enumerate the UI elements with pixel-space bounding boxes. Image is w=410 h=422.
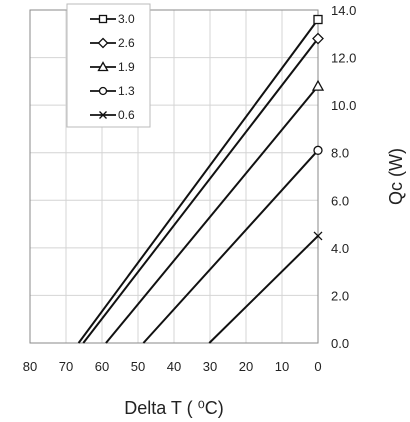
x-tick-labels: 80 70 60 50 40 30 20 10 0 xyxy=(23,359,322,374)
series-3.0 xyxy=(77,14,323,344)
legend-label: 3.0 xyxy=(118,12,135,26)
x-tick-label: 70 xyxy=(59,359,73,374)
x-tick-label: 10 xyxy=(275,359,289,374)
y-tick-label: 8.0 xyxy=(331,146,349,161)
x-tick-label: 30 xyxy=(203,359,217,374)
series-line xyxy=(82,37,319,344)
triangle-marker xyxy=(311,79,325,91)
series-1.3 xyxy=(142,145,323,344)
legend-label: 2.6 xyxy=(118,36,135,50)
series-layer xyxy=(77,14,325,344)
square-marker xyxy=(313,14,323,25)
x-tick-label: 0 xyxy=(314,359,321,374)
x-tick-label: 50 xyxy=(131,359,145,374)
y-tick-label: 4.0 xyxy=(331,241,349,256)
x-tick-label: 80 xyxy=(23,359,37,374)
x-marker xyxy=(313,231,323,241)
series-line xyxy=(105,85,319,344)
legend-item: 2.6 xyxy=(90,36,135,50)
y-tick-label: 12.0 xyxy=(331,51,356,66)
y-tick-label: 14.0 xyxy=(331,3,356,18)
y-tick-label: 10.0 xyxy=(331,98,356,113)
series-2.6 xyxy=(82,32,324,344)
series-line xyxy=(208,235,319,344)
legend-label: 1.9 xyxy=(118,60,135,74)
y-tick-label: 2.0 xyxy=(331,288,349,303)
circle-marker xyxy=(313,145,323,155)
legend-item: 1.9 xyxy=(90,60,135,74)
y-tick-labels: 0.0 2.0 4.0 6.0 8.0 10.0 12.0 14.0 xyxy=(331,3,356,351)
y-tick-label: 6.0 xyxy=(331,193,349,208)
x-axis-title: Delta T ( ⁰C) xyxy=(124,398,224,418)
series-0.6 xyxy=(208,231,323,344)
plot-frame xyxy=(29,9,319,344)
legend: 3.0 2.6 1.9 1.3 0.6 xyxy=(66,3,151,128)
legend-item: 0.6 xyxy=(90,108,135,122)
legend-label: 0.6 xyxy=(118,108,135,122)
x-tick-label: 20 xyxy=(239,359,253,374)
y-axis-title: Qc (W) xyxy=(386,148,406,205)
diamond-marker xyxy=(97,37,109,49)
x-marker xyxy=(99,111,107,119)
y-tick-label: 0.0 xyxy=(331,336,349,351)
series-1.9 xyxy=(105,79,325,344)
triangle-marker xyxy=(97,61,109,72)
circle-marker xyxy=(98,86,108,96)
x-tick-label: 40 xyxy=(167,359,181,374)
series-line xyxy=(142,149,319,344)
square-marker xyxy=(98,14,108,24)
x-tick-label: 60 xyxy=(95,359,109,374)
diamond-marker xyxy=(312,32,324,45)
legend-item: 3.0 xyxy=(90,12,135,26)
series-line xyxy=(77,18,319,344)
legend-box xyxy=(66,3,151,128)
legend-label: 1.3 xyxy=(118,84,135,98)
legend-item: 1.3 xyxy=(90,84,135,98)
